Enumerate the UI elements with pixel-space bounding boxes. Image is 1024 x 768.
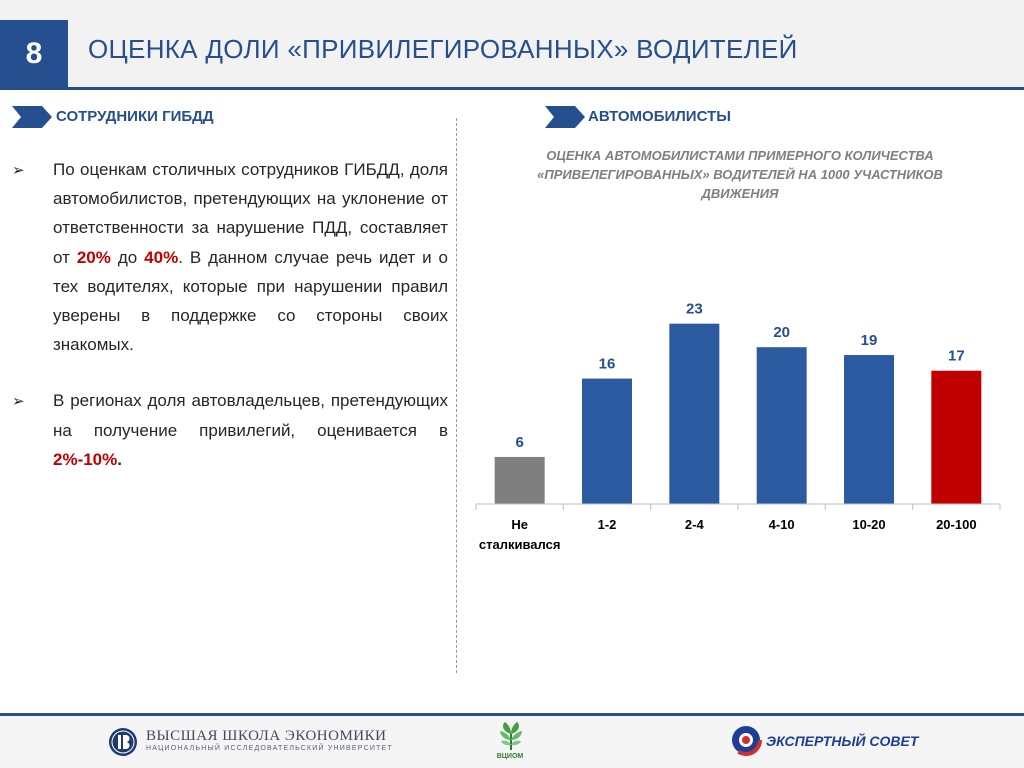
data-label: 23 [686,301,703,318]
section-tag-gibdd: СОТРУДНИКИ ГИБДД [12,106,272,128]
bullet-item: ➢ В регионах доля автовладельцев, претен… [12,386,448,474]
highlight-value: 40% [144,247,179,267]
section-tag-label: АВТОМОБИЛИСТЫ [588,108,731,125]
hse-logo-icon [109,728,137,756]
highlight-value: 2%-10% [53,449,118,469]
bullet-list: ➢ По оценкам столичных сотрудников ГИБДД… [12,155,448,501]
bullet-text: В регионах доля автовладельцев, претенду… [53,391,448,440]
footer-divider [0,713,1024,716]
bar-chart: 6 16 23 20 19 17 Не сталкивался 1-2 2-4 4-10 10-20 2… [475,301,1001,552]
data-label: 17 [948,348,965,365]
bar [931,370,982,504]
vciom-name: ВЦИОМ [496,753,524,760]
x-tick-label: Не сталкивался [479,517,561,552]
data-label: 16 [599,356,616,373]
data-label: 6 [515,434,523,451]
section-tag-label: СОТРУДНИКИ ГИБДД [56,108,214,125]
bar [669,323,720,504]
arrow-bullet-icon: ➢ [12,162,25,179]
expert-council-logo-icon [730,724,762,756]
chart-title: ОЦЕНКА АВТОМОБИЛИСТАМИ ПРИМЕРНОГО КОЛИЧЕ… [537,148,943,201]
column-divider [456,118,457,673]
data-label: 19 [861,332,878,349]
bullet-text: По оценкам столичных сотрудников ГИБДД, … [53,160,448,267]
highlight-value: 20% [76,247,111,267]
arrow-bullet-icon: ➢ [12,393,25,411]
bar [582,378,632,504]
x-tick-label: 2-4 [685,517,705,532]
bullet-text: . В данном случае речь идет и о тех води… [53,247,449,355]
data-label: 20 [773,324,790,341]
chevron-arrow-icon [545,106,585,128]
slide-number: 8 [0,20,68,88]
vciom-logo-icon [500,722,522,750]
slide-title: ОЦЕНКА ДОЛИ «ПРИВИЛЕГИРОВАННЫХ» ВОДИТЕЛЕ… [88,34,798,64]
chevron-arrow-icon [12,106,52,128]
expert-council-name: ЭКСПЕРТНЫЙ СОВЕТ [766,733,919,749]
x-tick-label: 4-10 [769,517,795,532]
section-tag-motorists: АВТОМОБИЛИСТЫ [545,106,805,128]
bullet-text: до [110,247,145,267]
bar [844,355,894,504]
hse-name: ВЫСШАЯ ШКОЛА ЭКОНОМИКИ [146,728,387,744]
x-tick-label: 1-2 [598,517,617,532]
x-tick-label: 20-100 [936,517,976,532]
bar [494,456,545,504]
bullet-item: ➢ По оценкам столичных сотрудников ГИБДД… [12,155,448,359]
bar [756,347,807,504]
hse-subtitle: НАЦИОНАЛЬНЫЙ ИССЛЕДОВАТЕЛЬСКИЙ УНИВЕРСИТ… [146,745,393,752]
x-tick-label: 10-20 [852,517,885,532]
bullet-text: . [117,449,122,469]
header-bar [0,0,1024,90]
header-divider [0,87,1024,90]
